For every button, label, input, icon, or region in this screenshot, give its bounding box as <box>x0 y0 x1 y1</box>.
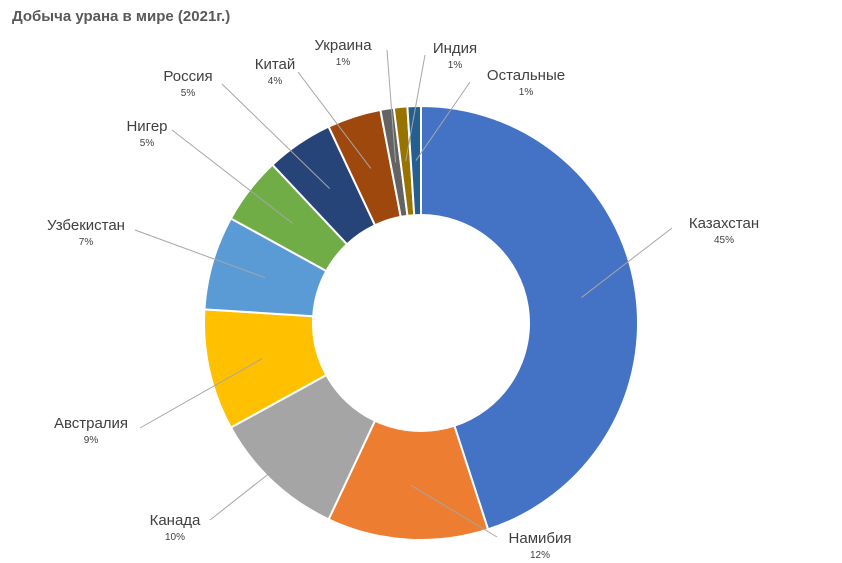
data-labels: Казахстан 45% Намибия 12% Канада 10% Австралия… <box>47 37 759 561</box>
slice-0 <box>420 104 639 531</box>
label-name-0: Казахстан <box>689 215 759 232</box>
label-value-6: 5% <box>181 88 196 99</box>
leader-line-7 <box>297 71 372 169</box>
chart-title: Добыча урана в мире (2021г.) <box>12 8 231 25</box>
leader-line-0 <box>581 227 673 298</box>
label-name-10: Остальные <box>487 67 565 84</box>
leader-line-5 <box>171 129 293 224</box>
label-name-2: Канада <box>150 512 201 529</box>
label-value-3: 9% <box>84 435 99 446</box>
label-name-8: Украина <box>314 37 372 54</box>
label-value-1: 12% <box>530 550 550 561</box>
label-value-4: 7% <box>79 237 94 248</box>
leader-lines <box>134 49 673 538</box>
leader-line-1 <box>410 484 498 538</box>
label-name-6: Россия <box>163 68 212 85</box>
slices <box>203 104 639 541</box>
label-value-10: 1% <box>519 87 534 98</box>
label-name-3: Австралия <box>54 415 128 432</box>
label-value-5: 5% <box>140 138 155 149</box>
label-value-0: 45% <box>714 235 734 246</box>
leader-line-10 <box>415 81 471 161</box>
label-value-7: 4% <box>268 76 283 87</box>
leader-line-2 <box>209 441 311 521</box>
label-name-4: Узбекистан <box>47 217 125 234</box>
leader-line-3 <box>139 358 263 429</box>
leader-line-4 <box>134 229 266 279</box>
label-value-2: 10% <box>165 532 185 543</box>
label-value-9: 1% <box>448 60 463 71</box>
leader-line-6 <box>221 83 331 189</box>
label-name-9: Индия <box>433 40 477 57</box>
leader-line-9 <box>405 54 426 162</box>
label-value-8: 1% <box>336 57 351 68</box>
label-name-1: Намибия <box>509 530 572 547</box>
label-name-7: Китай <box>255 56 296 73</box>
leader-line-8 <box>386 49 397 163</box>
label-name-5: Нигер <box>126 118 167 135</box>
